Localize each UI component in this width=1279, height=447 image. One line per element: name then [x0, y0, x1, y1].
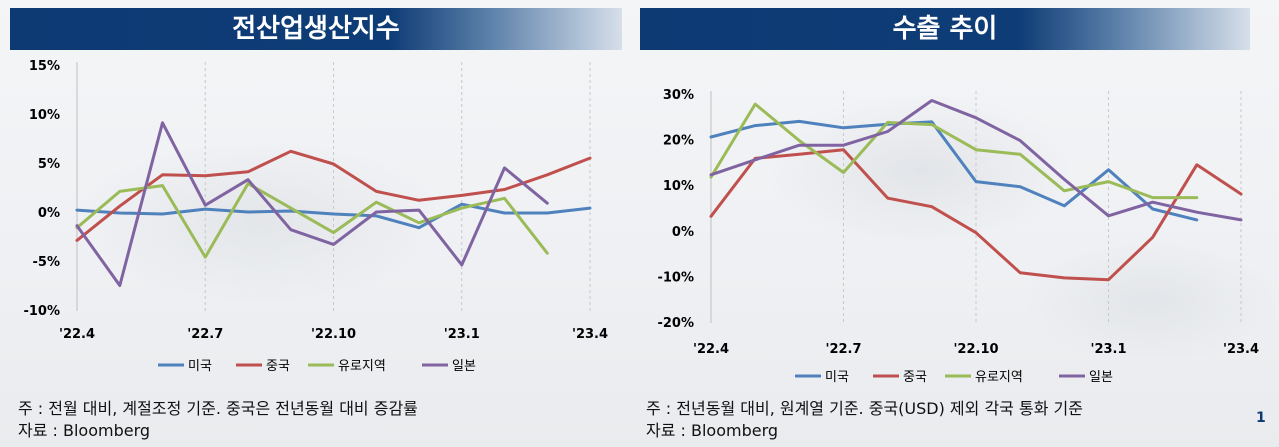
chart2-series-line-미국 [709, 119, 1199, 222]
chart2-x-tick-label: '22.7 [825, 342, 861, 357]
chart1-legend-label: 일본 [452, 359, 476, 374]
chart1-y-tick-label: -10% [23, 304, 60, 319]
chart2-y-tick-label: 30% [663, 88, 694, 103]
chart2-y-tick-label: -20% [657, 316, 694, 331]
chart1-x-tick-label: '23.4 [572, 327, 608, 342]
chart1-series-line-중국 [75, 149, 592, 242]
left-footnote-line1: 주 : 전월 대비, 계절조정 기준. 중국은 전년동월 대비 증감률 [18, 399, 418, 418]
chart2-legend-label: 일본 [1089, 370, 1113, 385]
chart1-y-tick-label: -5% [33, 255, 60, 270]
chart2-x-tick-label: '22.4 [693, 342, 729, 357]
chart1-x-tick-label: '22.4 [59, 327, 95, 342]
chart2-y-tick-label: -10% [657, 270, 694, 285]
chart1-series-line-일본 [75, 121, 549, 287]
chart2-legend-label: 유로지역 [975, 370, 1023, 385]
right-chart-title: 수출 추이 [640, 8, 1250, 50]
left-chart-footnote: 주 : 전월 대비, 계절조정 기준. 중국은 전년동월 대비 증감률 자료 :… [18, 398, 418, 442]
right-footnote-line2: 자료 : Bloomberg [646, 421, 779, 440]
chart2-x-tick-label: '22.10 [953, 342, 998, 357]
chart1-y-tick-label: 0% [38, 206, 60, 221]
chart1-series-line-유로지역 [75, 182, 549, 259]
left-chart-title: 전산업생산지수 [10, 8, 622, 50]
chart2-series-line-중국 [709, 148, 1243, 282]
chart1-y-tick-label: 5% [38, 157, 60, 172]
chart2-y-tick-label: 20% [663, 134, 694, 149]
left-footnote-line2: 자료 : Bloomberg [18, 421, 151, 440]
chart2-legend-label: 미국 [825, 370, 849, 385]
chart1-legend-label: 유로지역 [338, 359, 386, 374]
chart1-series-line-미국 [75, 202, 592, 230]
right-footnote-line1: 주 : 전년동월 대비, 원계열 기준. 중국(USD) 제외 각국 통화 기준 [646, 399, 1083, 418]
chart1-x-tick-label: '22.10 [311, 327, 356, 342]
right-chart-footnote: 주 : 전년동월 대비, 원계열 기준. 중국(USD) 제외 각국 통화 기준… [646, 398, 1083, 442]
chart2-x-tick-label: '23.1 [1090, 342, 1126, 357]
chart2-x-tick-label: '23.4 [1223, 342, 1259, 357]
chart1-legend-label: 미국 [188, 359, 212, 374]
chart1-x-tick-label: '22.7 [187, 327, 223, 342]
chart2-series-line-일본 [709, 99, 1243, 222]
chart2-series-line-유로지역 [709, 102, 1199, 200]
chart1-y-tick-label: 10% [29, 108, 60, 123]
chart2-y-tick-label: 0% [672, 225, 694, 240]
chart1-y-tick-label: 15% [29, 59, 60, 74]
chart1-legend-label: 중국 [266, 359, 290, 374]
page-number: 1 [1256, 410, 1266, 426]
chart1-x-tick-label: '23.1 [444, 327, 480, 342]
chart2-legend-label: 중국 [903, 370, 927, 385]
chart2-y-tick-label: 10% [663, 179, 694, 194]
